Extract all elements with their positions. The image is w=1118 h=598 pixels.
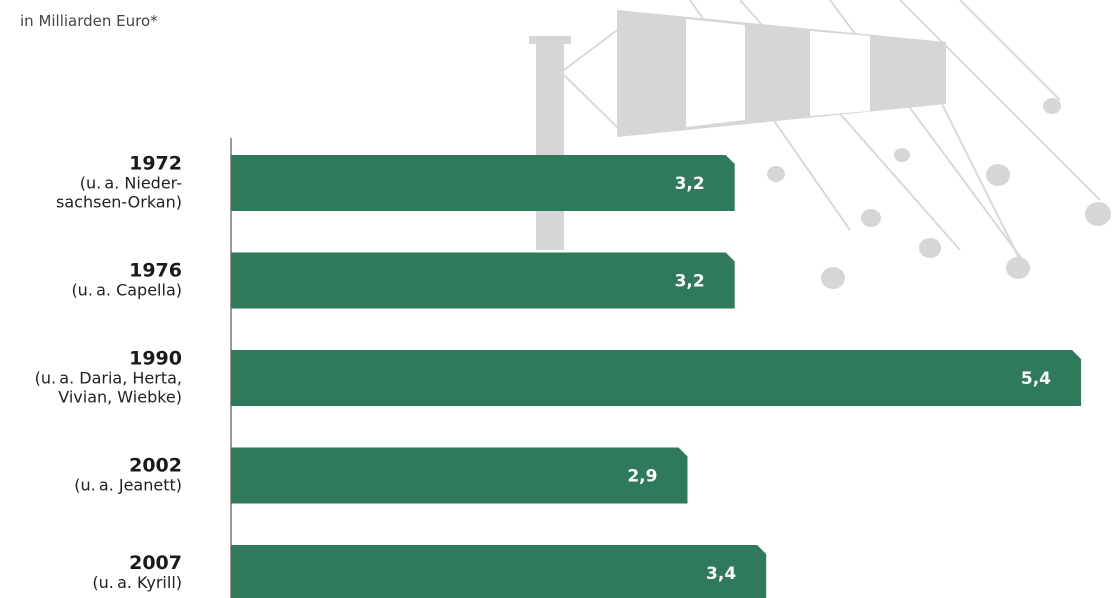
windsock-illustration [529,0,1111,289]
bar-value-label: 5,4 [1021,369,1051,389]
bar-1972 [231,155,735,211]
category-description: (u. a. Jeanett) [74,476,182,495]
bar-2007 [231,545,767,598]
category-description: Vivian, Wiebke) [58,388,182,407]
category-year: 1972 [129,153,182,175]
bar-value-label: 3,2 [675,174,705,194]
category-description: (u. a. Nieder- [80,174,182,193]
category-description: (u. a. Daria, Herta, [35,369,182,388]
bar-value-label: 3,4 [706,564,736,584]
category-description: (u. a. Capella) [71,281,182,300]
bar-1990 [231,350,1081,406]
bar-value-label: 2,9 [627,467,657,487]
bar-2002 [231,447,688,504]
category-description: (u. a. Kyrill) [92,573,182,592]
bar-1976 [231,252,735,309]
chart-subtitle: in Milliarden Euro* [20,12,158,30]
category-year: 1990 [129,348,182,370]
bar-value-label: 3,2 [675,272,705,292]
category-year: 2007 [129,552,182,574]
category-description: sachsen-Orkan) [56,193,182,212]
category-year: 2002 [129,455,182,477]
category-year: 1976 [129,260,182,282]
